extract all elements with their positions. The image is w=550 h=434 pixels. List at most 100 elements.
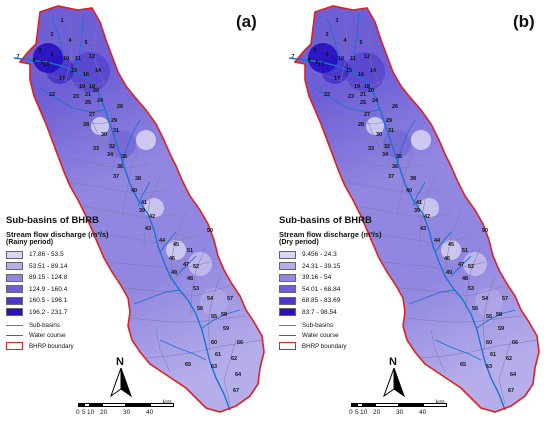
subbasin-boundary: [340, 19, 348, 81]
subbasin-number: 60: [486, 340, 492, 346]
legend-swatch: [6, 308, 23, 317]
tributary: [396, 119, 416, 165]
boundary-swatch: [279, 342, 296, 351]
subbasin-number: 41: [416, 200, 422, 206]
subbasin-number: 45: [448, 242, 454, 248]
subbasin-number: 40: [406, 188, 412, 194]
legend-swatch: [6, 262, 23, 271]
subbasin-number: 15: [346, 68, 352, 74]
subbasin-number: 23: [348, 94, 354, 100]
scale-tick: 40: [146, 409, 154, 416]
legend-classes: 9.456 - 24.3 24.31 - 39.15 39.16 - 54 54.01…: [279, 249, 382, 318]
scale-tick: 40: [419, 409, 427, 416]
subbasin-boundary: [155, 329, 171, 373]
subbasin-number: 25: [360, 100, 366, 106]
subbasin-number: 7: [291, 54, 294, 60]
subbasin-boundary: [418, 339, 538, 359]
subbasin-line-swatch: [279, 324, 296, 326]
subbasin-number: 7: [16, 54, 19, 60]
subbasin-number: 35: [121, 154, 127, 160]
subbasin-boundary: [366, 231, 472, 245]
north-arrow: N: [381, 356, 407, 408]
tributary: [450, 255, 472, 277]
legend-water-course-label: Water course: [302, 332, 339, 340]
legend-swatch: [6, 273, 23, 282]
legend-class-label: 89.15 - 124.8: [29, 274, 68, 282]
legend-class-row: 160.5 - 196.1: [6, 295, 109, 307]
legend-class-label: 160.5 - 196.1: [29, 297, 68, 305]
discharge-hotspot: [419, 198, 439, 218]
north-arrow-icon: [110, 367, 132, 398]
discharge-hotspot: [166, 240, 186, 260]
tributary: [77, 13, 85, 69]
subbasin-number: 43: [145, 226, 151, 232]
legend-subtitle: Stream flow discharge (m³/s): [6, 230, 109, 239]
legend-unit: (m³/s): [88, 230, 109, 239]
north-label: N: [116, 356, 124, 368]
legend-swatch: [6, 250, 23, 259]
subbasin-boundary: [342, 181, 440, 195]
legend-unit: (m³/s): [361, 230, 382, 239]
subbasin-number: 17: [59, 76, 65, 82]
legend-class-label: 53.51 - 89.14: [29, 262, 68, 270]
subbasin-number: 1: [60, 18, 63, 24]
scale-segment: [150, 403, 174, 407]
discharge-hotspot: [475, 288, 503, 316]
subbasin-number: 40: [131, 188, 137, 194]
legend-subbasins-label: Sub-basins: [29, 321, 60, 329]
legend-class-row: 196.2 - 231.7: [6, 307, 109, 319]
legend-class-label: 39.16 - 54: [302, 274, 332, 282]
subbasin-number: 56: [197, 306, 203, 312]
scale-segment: [423, 403, 447, 407]
scale-bar: 0 5 10 20 30 40 km: [349, 399, 447, 427]
subbasin-number: 34: [107, 152, 114, 158]
subbasin-boundary: [91, 231, 197, 245]
subbasin-number: 6: [315, 60, 318, 66]
subbasin-number: 50: [482, 228, 488, 234]
subbasin-boundary: [121, 149, 139, 217]
subbasin-boundary: [207, 275, 221, 351]
subbasin-number: 32: [384, 144, 390, 150]
subbasin-number: 62: [231, 356, 237, 362]
water-course-swatch: [279, 335, 296, 337]
subbasin-number: 28: [83, 122, 89, 128]
subbasin-number: 54: [482, 296, 489, 302]
discharge-hotspot: [463, 252, 487, 276]
subbasin-number: 66: [237, 340, 243, 346]
subbasin-number: 11: [75, 56, 81, 62]
legend-swatch: [279, 273, 296, 282]
subbasin-number: 36: [392, 164, 398, 170]
subbasin-number: 19: [354, 84, 360, 90]
subbasin-number: 47: [458, 262, 464, 268]
scale-tick: 5: [355, 409, 359, 416]
subbasin-line-swatch: [6, 324, 23, 326]
legend-swatch: [6, 296, 23, 305]
subbasin-number: 34: [382, 152, 389, 158]
subbasin-number: 59: [223, 326, 229, 332]
subbasin-number: 38: [135, 176, 141, 182]
subbasin-number: 41: [141, 200, 147, 206]
subbasin-number: 30: [376, 132, 382, 138]
subbasin-number: 8: [307, 58, 310, 64]
subbasin-number: 49: [446, 270, 452, 276]
subbasin-number: 32: [109, 144, 115, 150]
discharge-hotspot: [200, 288, 228, 316]
subbasin-number: 46: [444, 256, 450, 262]
subbasin-number: 64: [235, 372, 242, 378]
legend-class-label: 17.86 - 53.5: [29, 251, 64, 259]
scale-tick: 5: [82, 409, 86, 416]
subbasin-boundary: [31, 69, 111, 87]
subbasin-number: 15: [71, 68, 77, 74]
discharge-hotspot: [345, 52, 385, 92]
subbasin-boundary: [65, 19, 73, 81]
subbasin-number: 14: [370, 68, 377, 74]
discharge-hotspot: [188, 252, 212, 276]
tributary: [408, 289, 456, 305]
subbasin-boundary: [79, 205, 177, 219]
legend-class-label: 124.9 - 160.4: [29, 285, 68, 293]
subbasin-number: 22: [324, 92, 330, 98]
subbasin-number: 56: [472, 306, 478, 312]
subbasin-number: 42: [149, 214, 155, 220]
subbasin-number: 27: [364, 112, 370, 118]
discharge-hotspot: [144, 198, 164, 218]
